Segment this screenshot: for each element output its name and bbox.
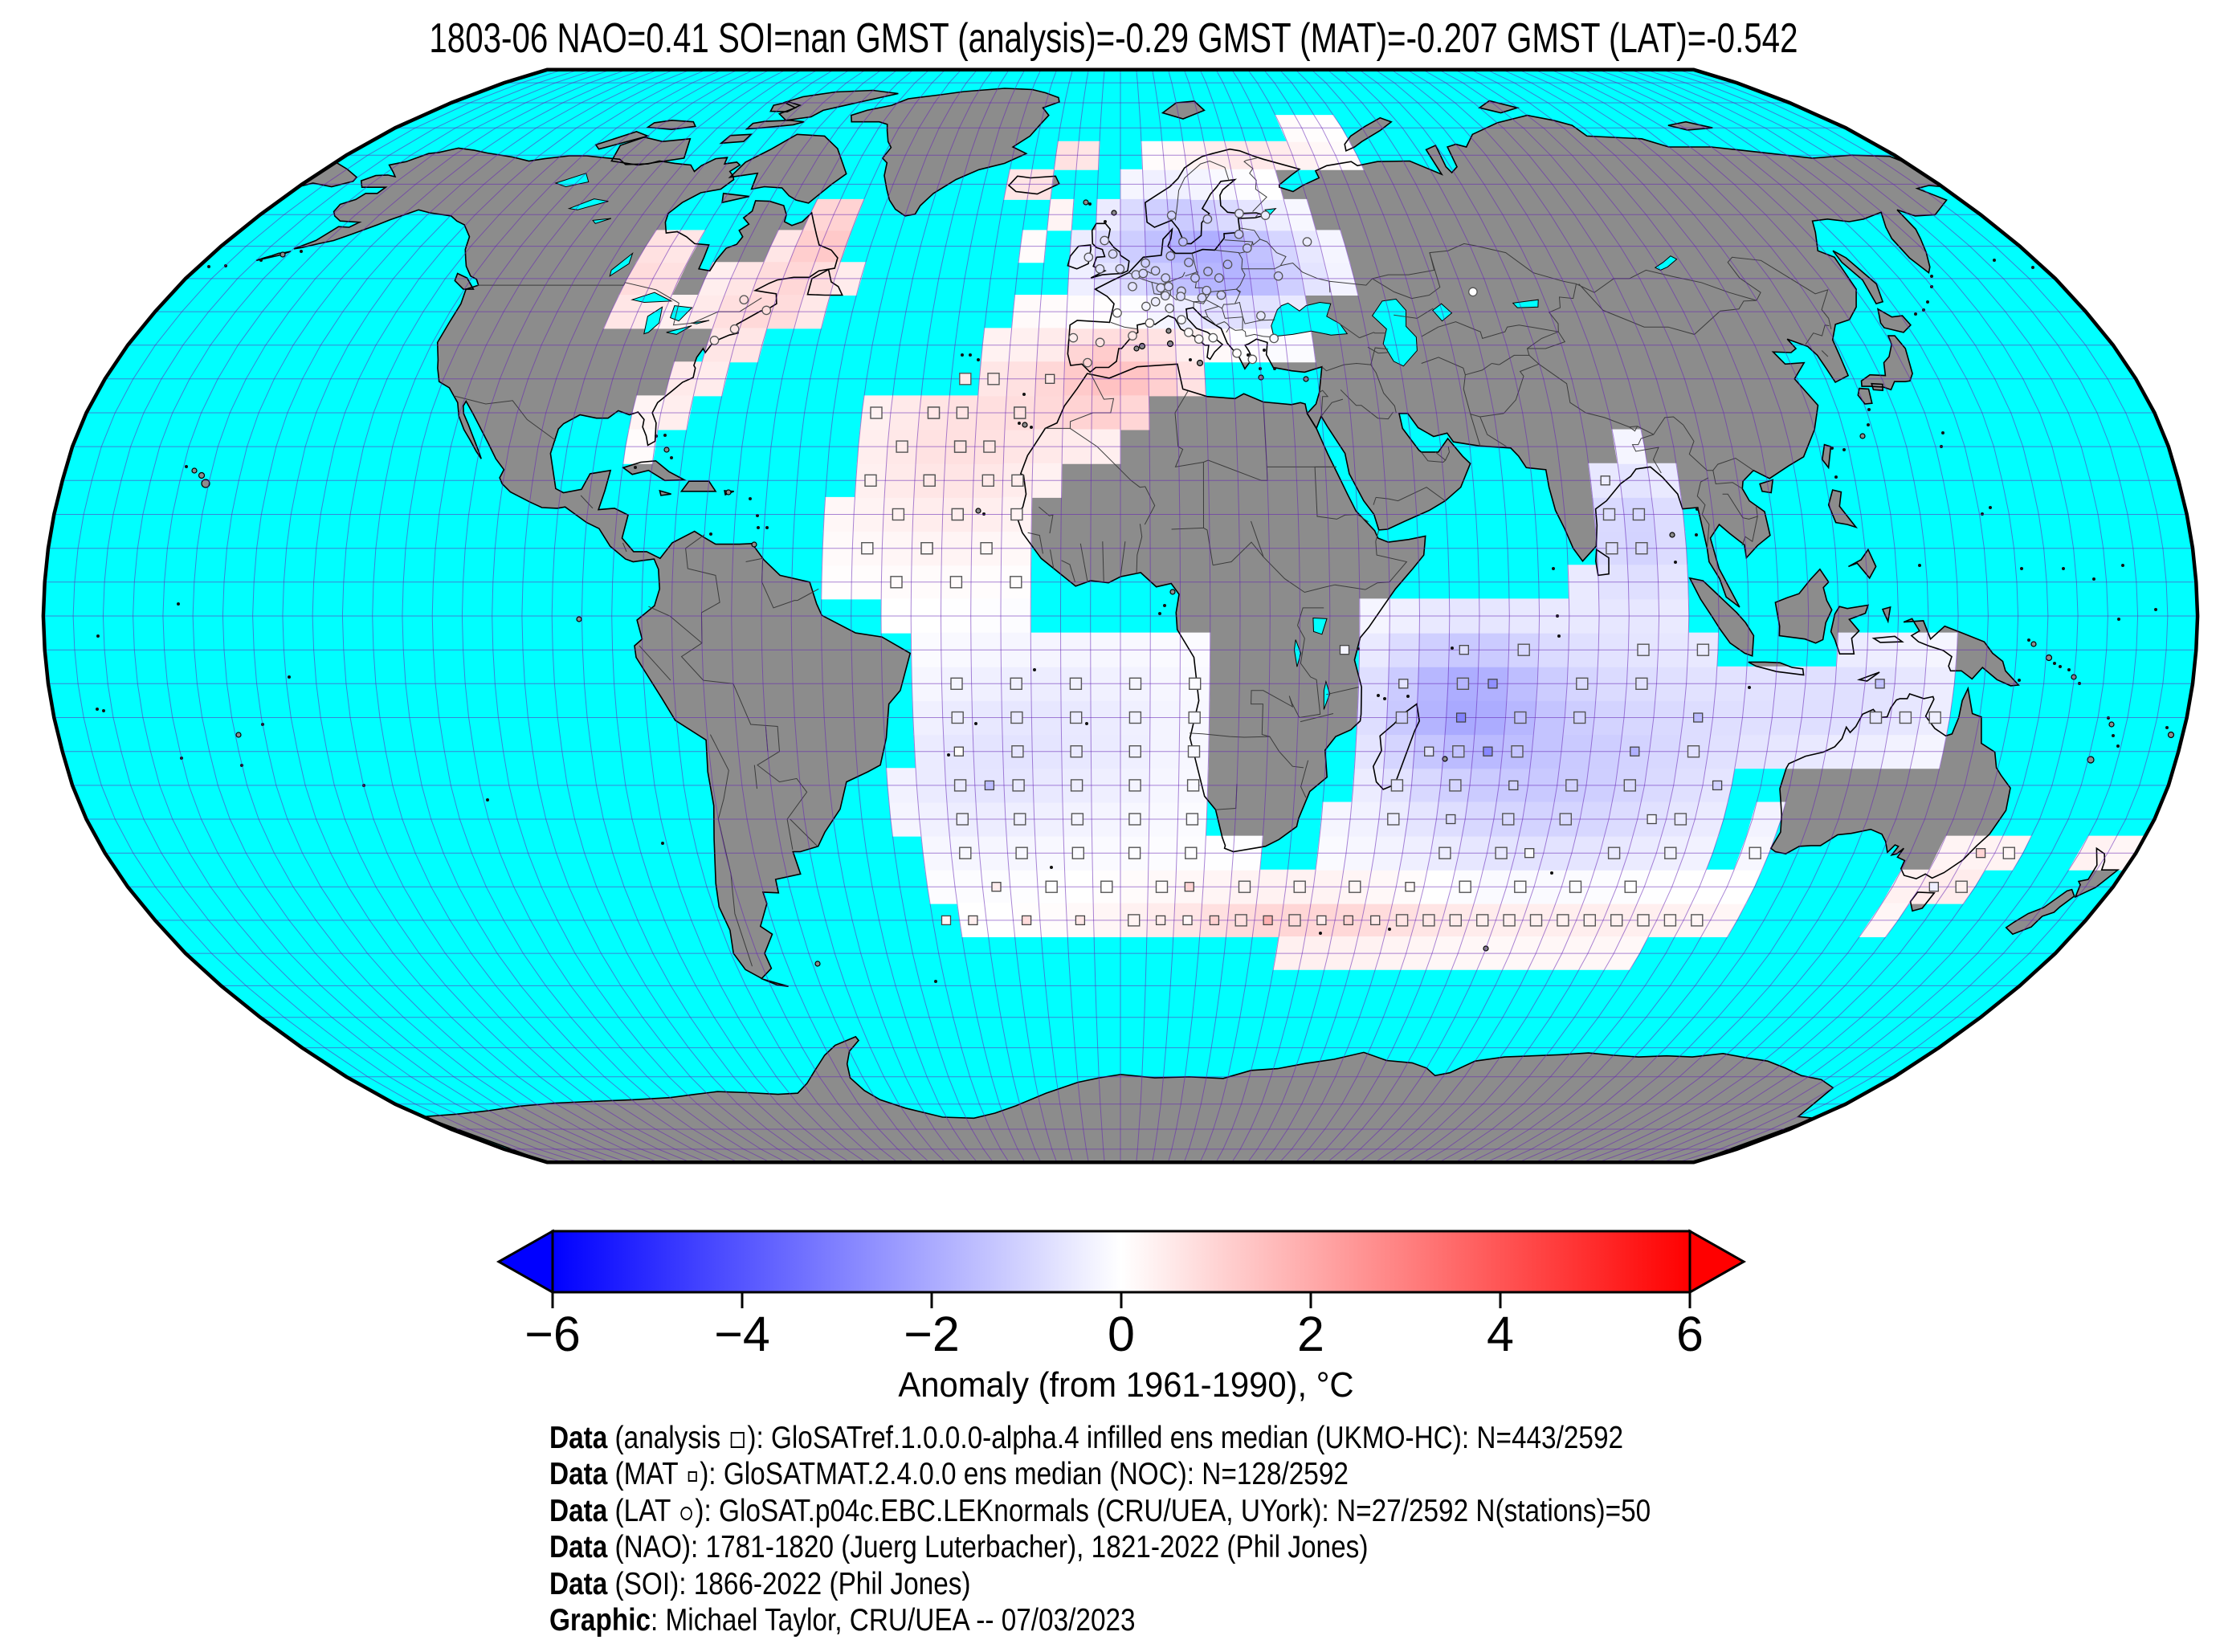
svg-text:−4: −4 — [714, 1307, 770, 1361]
svg-text:−2: −2 — [904, 1307, 960, 1361]
svg-text:−6: −6 — [524, 1307, 581, 1361]
svg-text:Anomaly (from 1961-1990), °C: Anomaly (from 1961-1990), °C — [898, 1365, 1353, 1405]
svg-text:2: 2 — [1297, 1307, 1324, 1361]
svg-text:6: 6 — [1676, 1307, 1704, 1361]
svg-text:4: 4 — [1487, 1307, 1514, 1361]
svg-text:0: 0 — [1108, 1307, 1135, 1361]
